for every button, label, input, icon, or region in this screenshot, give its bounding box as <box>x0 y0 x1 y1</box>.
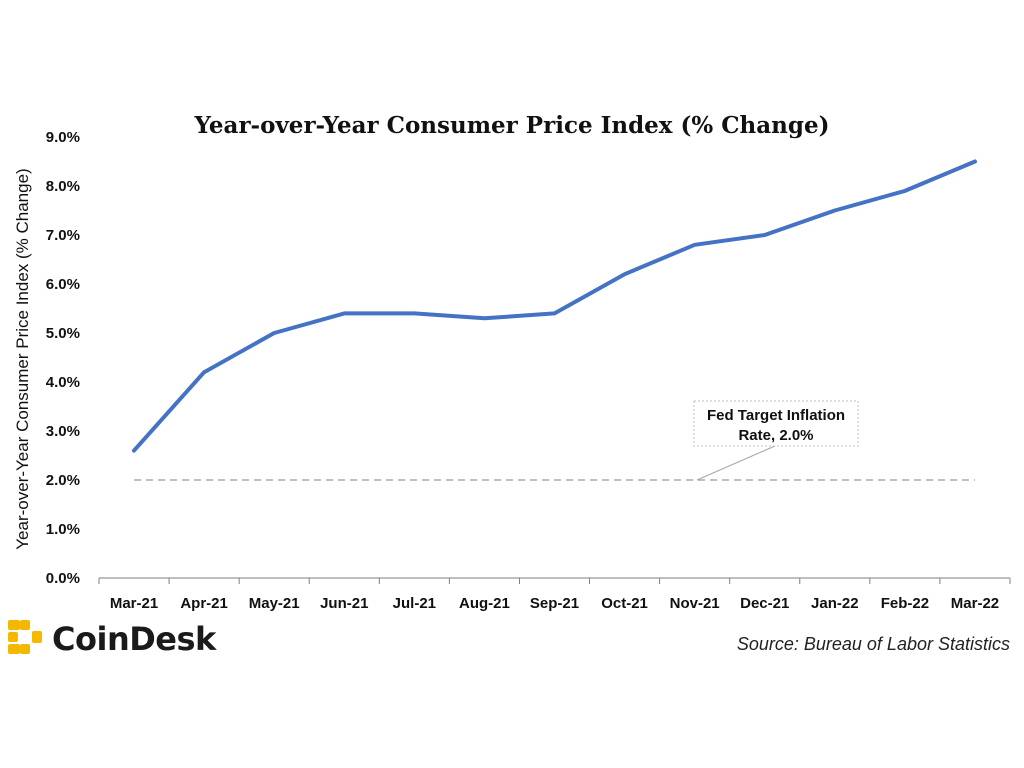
annotation-leader-line <box>696 445 776 481</box>
x-axis-ticks: Mar-21 Apr-21 May-21 Jun-21 Jul-21 Aug-21 Sep-… <box>110 595 999 612</box>
x-tick-label: Jun-21 <box>320 595 368 612</box>
y-axis-label: Year-over-Year Consumer Price Index (% C… <box>13 168 32 549</box>
x-tick-label: Nov-21 <box>670 595 720 612</box>
cpi-series-line <box>132 159 977 453</box>
coindesk-logo-icon <box>8 620 42 654</box>
logo-block <box>8 632 18 642</box>
logo-block <box>8 620 20 630</box>
y-tick-label: 2.0% <box>46 472 80 489</box>
x-tick-label: Dec-21 <box>740 595 789 612</box>
x-tick-label: May-21 <box>249 595 300 612</box>
x-tick-label: Feb-22 <box>881 595 929 612</box>
y-tick-label: 6.0% <box>46 276 80 293</box>
y-tick-label: 0.0% <box>46 570 80 587</box>
logo-block <box>20 644 30 654</box>
x-tick-label: Jul-21 <box>393 595 436 612</box>
x-tick-label: Sep-21 <box>530 595 579 612</box>
y-tick-label: 8.0% <box>46 178 80 195</box>
x-tick-label: Apr-21 <box>180 595 228 612</box>
y-tick-label: 4.0% <box>46 374 80 391</box>
y-tick-label: 3.0% <box>46 423 80 440</box>
x-tick-label: Aug-21 <box>459 595 510 612</box>
x-tick-label: Mar-21 <box>110 595 158 612</box>
annotation-label-line-2: Rate, 2.0% <box>738 427 813 444</box>
logo-block <box>32 631 42 643</box>
logo-block <box>8 644 20 654</box>
y-tick-label: 7.0% <box>46 227 80 244</box>
x-axis <box>98 577 1011 584</box>
coindesk-wordmark: CoinDesk <box>52 620 217 658</box>
y-tick-label: 1.0% <box>46 521 80 538</box>
annotation-box <box>693 400 859 447</box>
y-axis-ticks: 0.0% 1.0% 2.0% 3.0% 4.0% 5.0% 6.0% 7.0% 8.0% 9.0% <box>46 129 80 587</box>
y-tick-label: 5.0% <box>46 325 80 342</box>
x-tick-label: Mar-22 <box>951 595 999 612</box>
annotation-label-line-1: Fed Target Inflation <box>707 407 845 424</box>
y-tick-label: 9.0% <box>46 129 80 146</box>
logo-block <box>20 620 30 630</box>
source-note: Source: Bureau of Labor Statistics <box>737 634 1010 654</box>
x-tick-label: Jan-22 <box>811 595 859 612</box>
x-tick-label: Oct-21 <box>601 595 648 612</box>
chart-title: Year-over-Year Consumer Price Index (% C… <box>193 112 829 139</box>
